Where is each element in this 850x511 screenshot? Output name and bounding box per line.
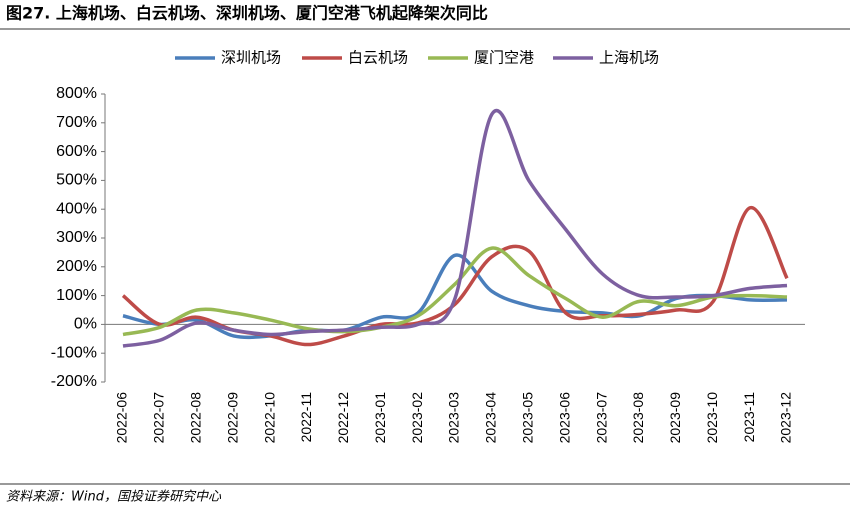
x-tick-label: 2022-10 — [261, 392, 277, 444]
x-tick-label: 2023-10 — [704, 392, 720, 444]
x-tick-label: 2022-09 — [224, 392, 240, 444]
x-tick-label: 2022-11 — [298, 392, 314, 443]
y-tick-label: 300% — [56, 229, 97, 246]
y-tick-label: 200% — [56, 258, 97, 275]
x-tick-label: 2023-03 — [446, 392, 462, 444]
x-tick-label: 2023-07 — [593, 392, 609, 444]
x-tick-label: 2022-08 — [187, 392, 203, 444]
chart-title: 图27. 上海机场、白云机场、深圳机场、厦门空港飞机起降架次同比 — [6, 4, 488, 23]
legend-label: 上海机场 — [599, 49, 659, 67]
x-tick-label: 2023-04 — [483, 392, 499, 444]
x-tick-label: 2023-06 — [556, 392, 572, 444]
series-line — [122, 246, 788, 337]
y-tick-label: 400% — [56, 200, 97, 217]
x-tick-label: 2022-07 — [151, 392, 167, 444]
legend-label: 白云机场 — [348, 49, 408, 67]
y-tick-label: 500% — [56, 172, 97, 189]
x-tick-label: 2023-05 — [519, 392, 535, 444]
source-note: 资料来源：Wind，国投证券研究中心 — [6, 489, 222, 505]
x-tick-label: 2022-12 — [335, 392, 351, 444]
x-tick-label: 2022-06 — [114, 392, 130, 444]
x-tick-label: 2023-12 — [778, 392, 794, 444]
x-tick-label: 2023-11 — [741, 392, 757, 443]
y-tick-label: 600% — [56, 143, 97, 160]
y-tick-label: -200% — [51, 373, 97, 390]
x-tick-label: 2023-02 — [409, 392, 425, 444]
legend-label: 厦门空港 — [474, 49, 534, 67]
y-tick-label: 100% — [56, 287, 97, 304]
legend-label: 深圳机场 — [221, 49, 281, 67]
y-tick-label: 800% — [56, 85, 97, 102]
y-tick-label: 0% — [74, 316, 97, 333]
y-tick-label: -100% — [51, 344, 97, 361]
y-tick-label: 700% — [56, 114, 97, 131]
x-tick-label: 2023-09 — [667, 392, 683, 444]
x-tick-label: 2023-01 — [372, 392, 388, 444]
x-tick-label: 2023-08 — [630, 392, 646, 444]
series-line — [122, 109, 788, 348]
